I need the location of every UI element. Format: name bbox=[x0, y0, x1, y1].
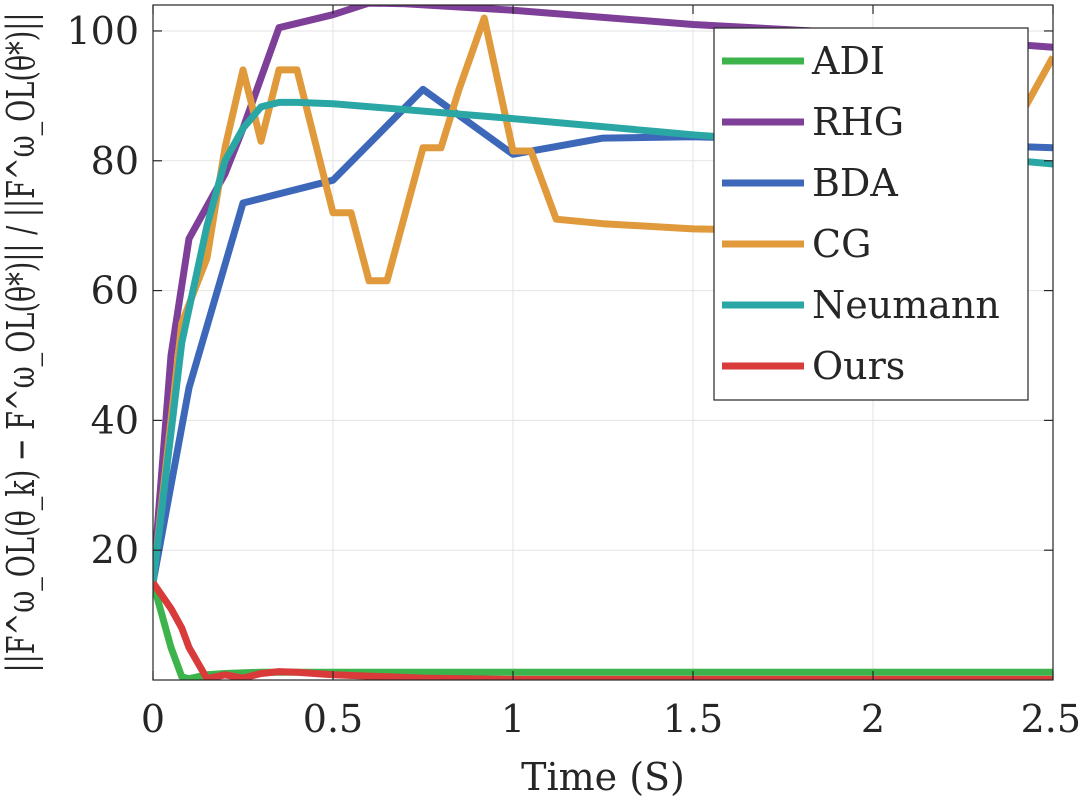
y-tick-label: 80 bbox=[91, 139, 139, 183]
legend-label-neumann: Neumann bbox=[812, 283, 1000, 327]
x-tick-label: 0.5 bbox=[303, 697, 363, 741]
legend-label-rhg: RHG bbox=[812, 100, 904, 144]
series-line-neumann bbox=[153, 98, 1053, 584]
y-tick-label: 40 bbox=[91, 398, 139, 442]
plot-frame bbox=[152, 4, 1054, 681]
series-line-ours bbox=[153, 580, 1053, 680]
legend-label-ours: Ours bbox=[812, 344, 905, 388]
y-tick-label: 60 bbox=[91, 269, 139, 313]
x-tick-label: 1 bbox=[501, 697, 525, 741]
x-tick-label: 2.5 bbox=[1021, 697, 1081, 741]
y-axis-label: ||F^ω_OL(θ_k) − F^ω_OL(θ*)|| / ||F^ω_OL(… bbox=[0, 13, 44, 673]
x-tick-label: 0 bbox=[141, 697, 165, 741]
x-tick-label: 2 bbox=[861, 697, 885, 741]
legend-label-bda: BDA bbox=[812, 161, 898, 205]
y-tick-label: 100 bbox=[66, 9, 139, 53]
legend: ADI RHG BDA CG Neumann Ours bbox=[713, 27, 1029, 401]
y-tick-label: 20 bbox=[91, 528, 139, 572]
x-axis-ticks: 0 0.5 1 1.5 2 2.5 bbox=[141, 5, 1081, 741]
x-tick-label: 1.5 bbox=[663, 697, 723, 741]
x-axis-label: Time (S) bbox=[521, 755, 685, 799]
series-line-adi bbox=[153, 581, 1053, 680]
legend-box bbox=[713, 27, 1029, 401]
series-line-rhg bbox=[153, 5, 1053, 583]
legend-label-cg: CG bbox=[812, 222, 871, 266]
legend-label-adi: ADI bbox=[811, 39, 885, 83]
y-axis-ticks: 20 40 60 80 100 bbox=[66, 9, 1053, 572]
